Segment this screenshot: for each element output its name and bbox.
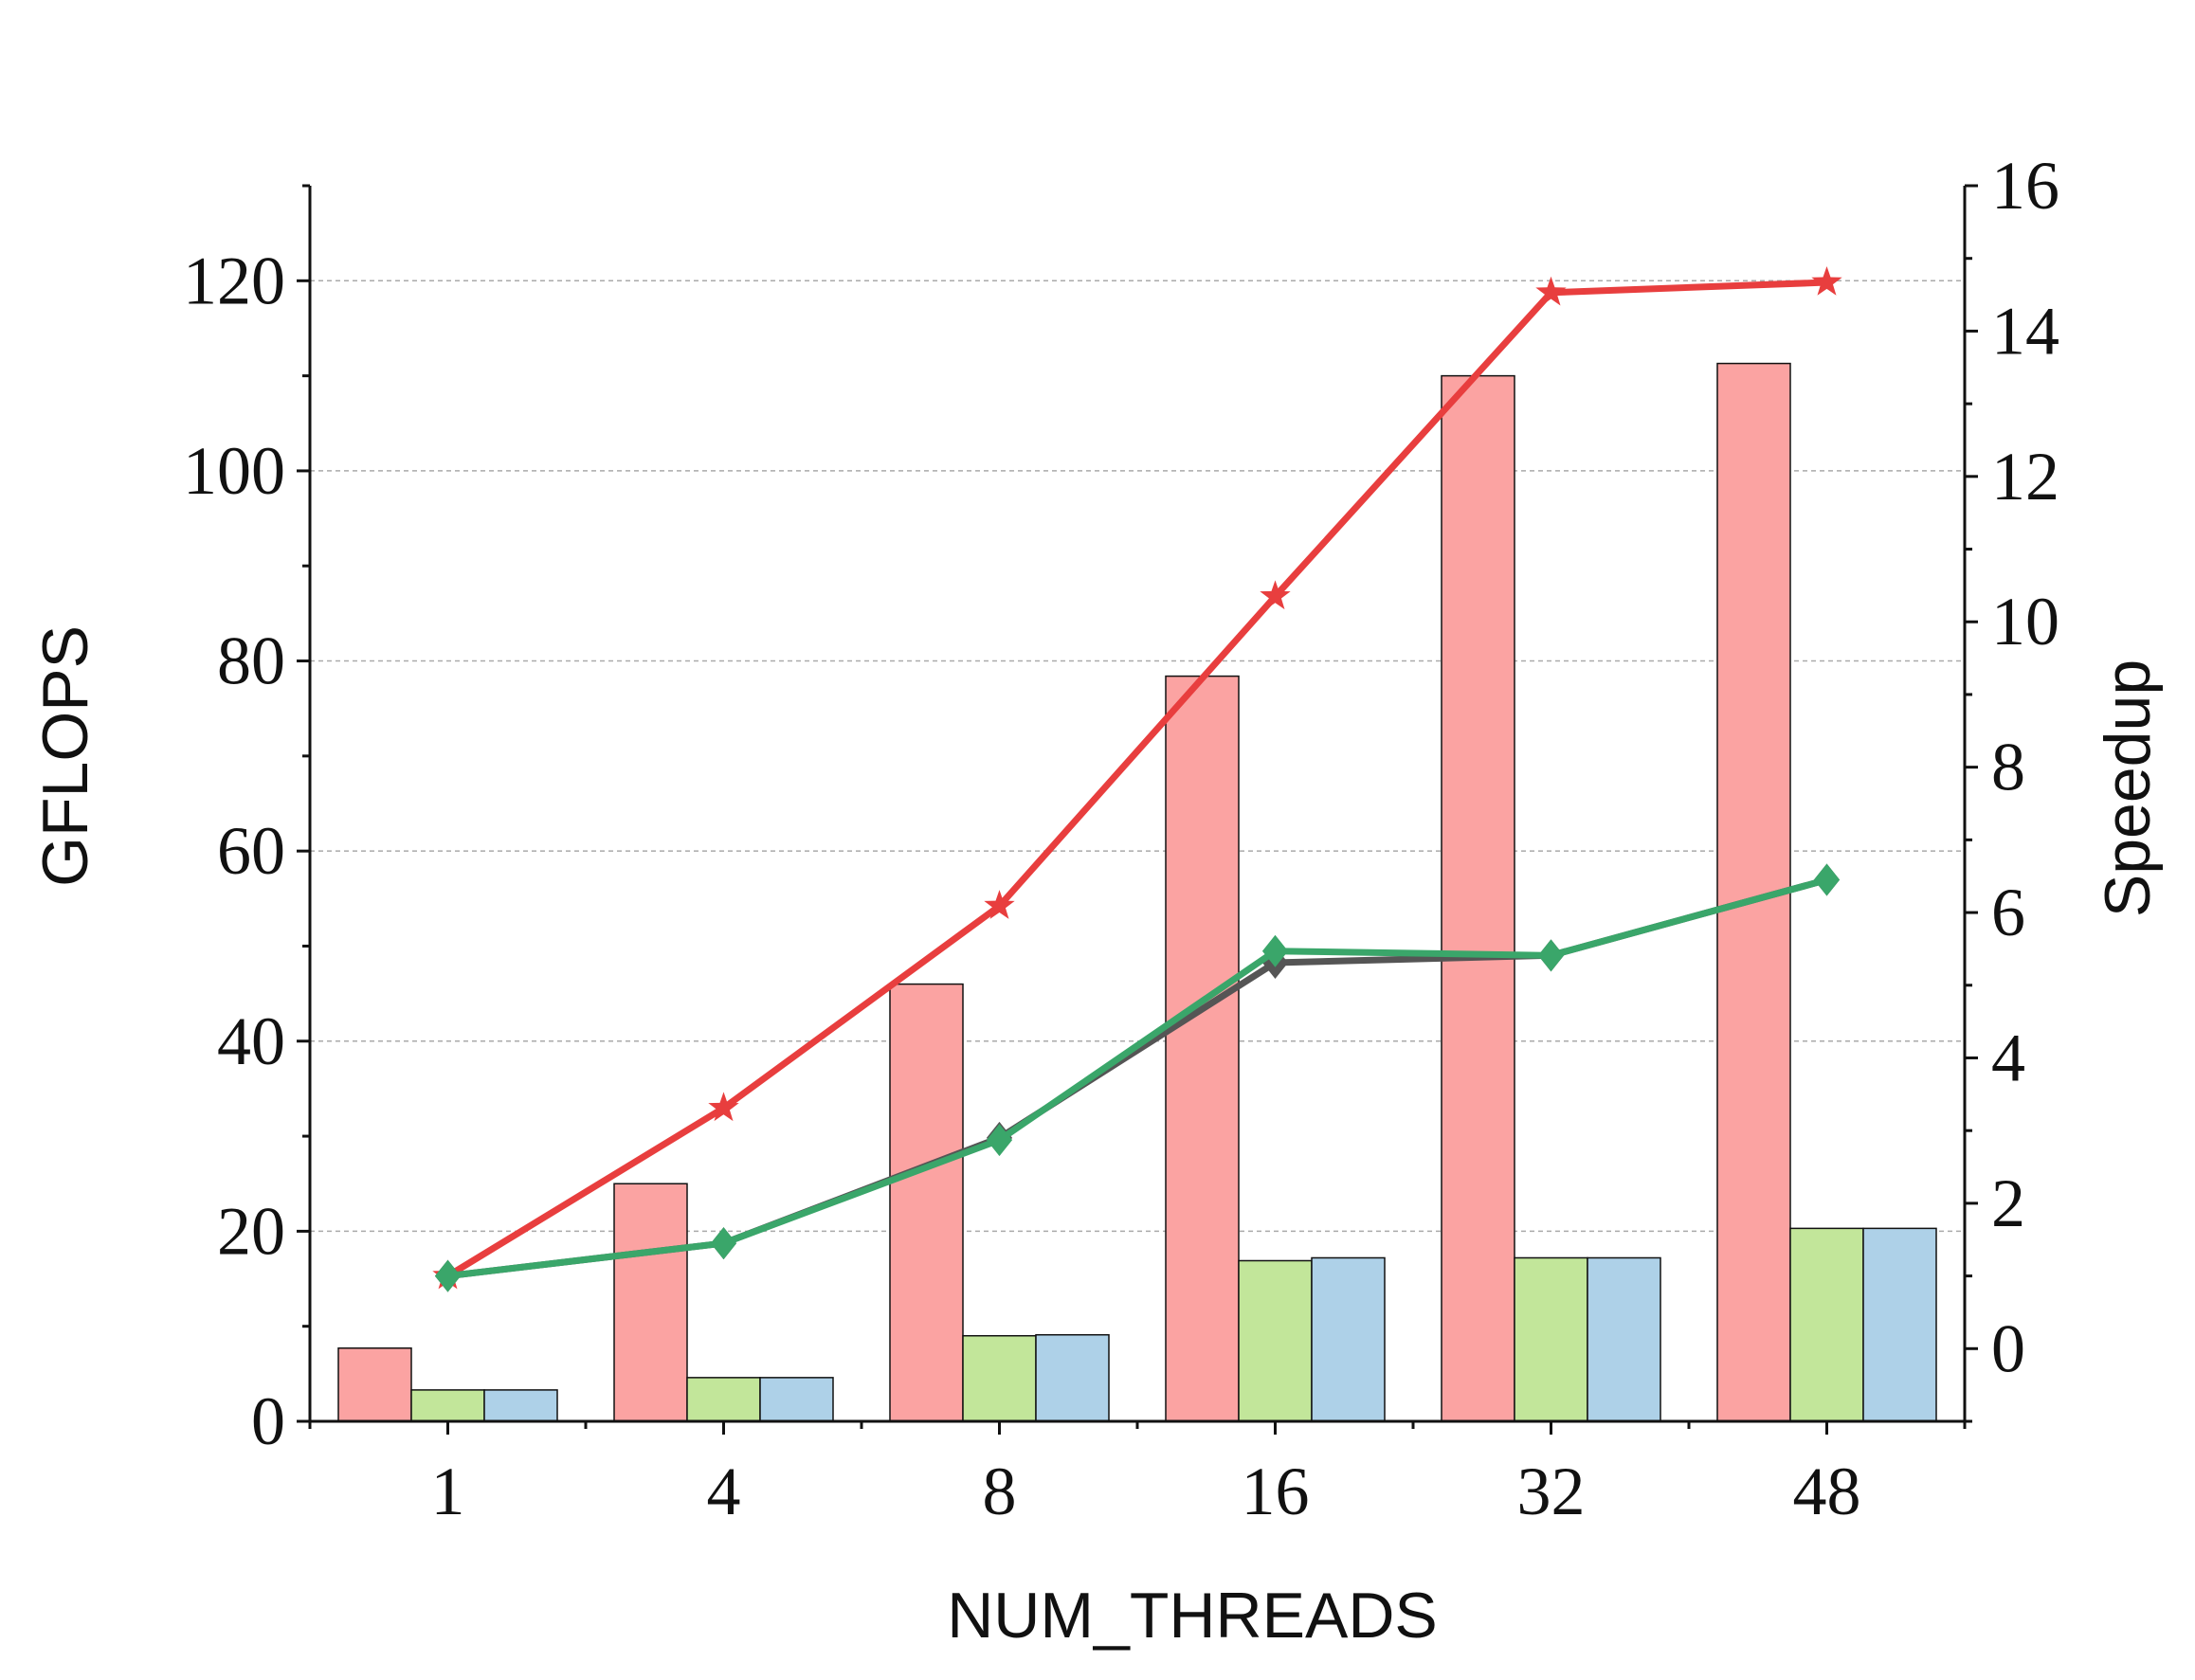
y-tick-label: 100 xyxy=(183,433,285,509)
bar xyxy=(962,1334,1037,1422)
y2-tick-label: 10 xyxy=(1991,584,2059,659)
y2-tick-label: 2 xyxy=(1991,1165,2025,1241)
y-tick-label: 20 xyxy=(217,1193,285,1269)
line xyxy=(447,876,1828,1280)
x-tick-label: 1 xyxy=(431,1454,465,1529)
y-tick-label: 0 xyxy=(251,1383,285,1459)
bar xyxy=(483,1389,558,1422)
bar xyxy=(1441,374,1515,1422)
marker xyxy=(710,1227,737,1260)
bar xyxy=(1514,1256,1588,1422)
marker xyxy=(986,1124,1013,1157)
y2-tick-label: 4 xyxy=(1991,1020,2025,1095)
bar xyxy=(1238,1259,1313,1422)
bar xyxy=(613,1183,688,1422)
y-tick-label: 60 xyxy=(217,813,285,889)
bar xyxy=(889,983,964,1422)
y2-tick-label: 12 xyxy=(1991,439,2059,515)
x-tick-label: 4 xyxy=(707,1454,741,1529)
y2-tick-label: 0 xyxy=(1991,1310,2025,1386)
marker xyxy=(1261,934,1289,967)
y2-tick-label: 8 xyxy=(1991,730,2025,805)
x-tick-label: 32 xyxy=(1517,1454,1586,1529)
bar xyxy=(1862,1227,1937,1422)
bar xyxy=(686,1377,761,1422)
x-tick-label: 16 xyxy=(1242,1454,1310,1529)
bar xyxy=(1311,1256,1386,1422)
y2-tick-label: 14 xyxy=(1991,293,2059,369)
marker xyxy=(1813,863,1841,896)
bar xyxy=(1035,1333,1110,1422)
y-tick-label: 40 xyxy=(217,1003,285,1079)
bar xyxy=(1165,675,1240,1422)
marker xyxy=(1260,580,1291,610)
y-tick-label: 120 xyxy=(183,243,285,318)
x-tick-label: 48 xyxy=(1793,1454,1861,1529)
marker xyxy=(984,890,1015,919)
y2-tick-label: 16 xyxy=(1991,148,2059,224)
y2-axis-label: Speedup xyxy=(2092,659,2164,917)
bar xyxy=(759,1377,834,1422)
bar xyxy=(1789,1227,1864,1422)
x-axis-label: NUM_THREADS xyxy=(947,1580,1438,1652)
bar xyxy=(1587,1256,1661,1422)
y-tick-label: 80 xyxy=(217,623,285,699)
x-tick-label: 8 xyxy=(983,1454,1017,1529)
bar xyxy=(410,1389,485,1422)
line xyxy=(445,279,1827,1279)
y2-tick-label: 6 xyxy=(1991,875,2025,950)
marker xyxy=(1537,939,1565,972)
bar xyxy=(337,1347,412,1422)
marker xyxy=(1535,276,1567,306)
y-axis-label: GFLOPS xyxy=(29,625,101,887)
marker xyxy=(1811,266,1842,296)
marker xyxy=(434,1259,462,1292)
marker xyxy=(708,1092,739,1122)
